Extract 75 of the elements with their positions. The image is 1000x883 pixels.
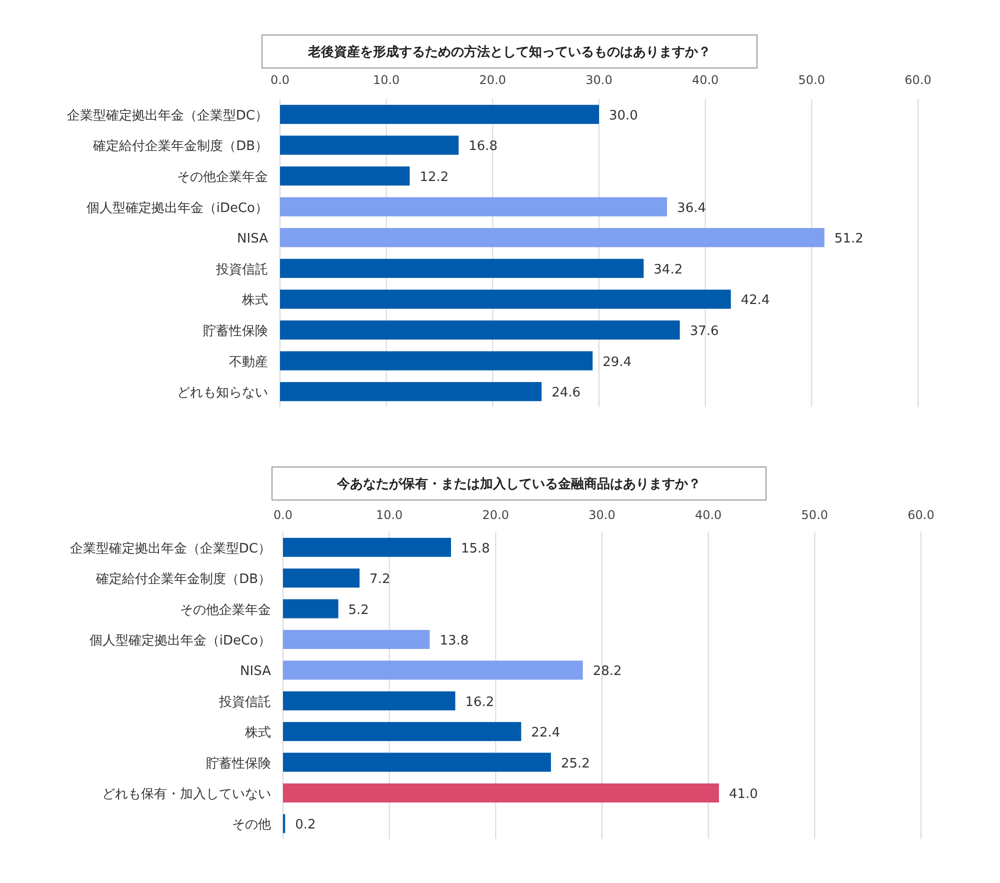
y-tick-label: 不動産	[229, 354, 268, 370]
data-label: 29.4	[602, 354, 632, 370]
y-tick-label: NISA	[237, 232, 268, 247]
data-label: 28.2	[592, 664, 622, 680]
x-tick-label: 50.0	[801, 508, 828, 522]
data-label: 22.4	[531, 726, 560, 741]
y-tick-label: NISA	[240, 664, 272, 680]
y-tick-label: その他企業年金	[180, 602, 271, 618]
y-tick-label: どれも知らない	[177, 386, 268, 401]
data-label: 25.2	[560, 756, 590, 772]
y-tick-label: どれも保有・加入していない	[102, 786, 271, 802]
bar	[283, 630, 430, 649]
data-label: 24.6	[552, 386, 581, 401]
data-label: 51.2	[834, 232, 864, 247]
x-tick-label: 40.0	[692, 73, 719, 87]
data-label: 37.6	[690, 324, 719, 339]
y-tick-label: 企業型確定拠出年金（企業型DC）	[70, 541, 271, 556]
data-label: 30.0	[609, 108, 638, 124]
y-tick-label: 個人型確定拠出年金（iDeCo）	[86, 200, 268, 216]
y-tick-label: 株式	[241, 293, 268, 308]
data-label: 0.2	[295, 818, 316, 833]
bar	[280, 166, 410, 186]
data-label: 42.4	[740, 293, 770, 308]
bar	[280, 351, 593, 370]
data-label: 36.4	[677, 200, 706, 216]
bar	[280, 197, 668, 216]
bar	[283, 568, 360, 588]
chart-title: 今あなたが保有・または加入している金融商品はありますか？	[336, 476, 701, 492]
bar	[283, 599, 338, 618]
x-tick-label: 0.0	[273, 508, 293, 522]
x-tick-label: 20.0	[479, 73, 506, 87]
bar	[283, 691, 456, 710]
bar	[283, 660, 583, 680]
y-tick-label: 企業型確定拠出年金（企業型DC）	[66, 108, 268, 124]
bar	[283, 538, 452, 557]
y-tick-label: 個人型確定拠出年金（iDeCo）	[89, 633, 271, 648]
bar	[283, 783, 719, 802]
bar	[280, 228, 824, 248]
x-tick-label: 40.0	[694, 508, 722, 522]
x-tick-label: 60.0	[904, 73, 932, 87]
y-tick-label: 確定給付企業年金制度（DB）	[95, 571, 271, 588]
data-label: 15.8	[461, 541, 490, 556]
y-tick-label: 貯蓄性保険	[206, 756, 271, 772]
data-label: 34.2	[654, 262, 683, 278]
x-tick-label: 50.0	[798, 73, 826, 87]
data-label: 12.2	[420, 170, 449, 185]
x-tick-label: 0.0	[270, 73, 290, 87]
x-tick-label: 10.0	[372, 73, 400, 87]
data-label: 5.2	[348, 602, 369, 618]
x-tick-label: 30.0	[586, 73, 612, 87]
y-tick-label: 貯蓄性保険	[203, 324, 268, 339]
y-tick-label: 投資信託	[215, 262, 268, 278]
y-tick-label: その他企業年金	[177, 170, 268, 185]
bar	[280, 382, 542, 402]
bar	[283, 722, 522, 742]
bar	[280, 258, 644, 278]
data-label: 41.0	[728, 786, 758, 802]
bar	[280, 136, 459, 155]
bar	[280, 320, 680, 340]
x-tick-label: 30.0	[588, 508, 616, 522]
bar	[283, 752, 551, 772]
y-tick-label: 投資信託	[218, 694, 271, 710]
data-label: 16.8	[468, 139, 498, 154]
y-tick-label: 株式	[244, 726, 271, 741]
bar	[280, 104, 599, 124]
y-tick-label: その他	[232, 818, 271, 833]
data-label: 16.2	[465, 694, 494, 710]
bar	[280, 290, 731, 309]
x-tick-label: 60.0	[908, 508, 934, 522]
x-tick-label: 20.0	[482, 508, 510, 522]
data-label: 13.8	[440, 633, 469, 648]
x-tick-label: 10.0	[376, 508, 403, 522]
y-tick-label: 確定給付企業年金制度（DB）	[92, 138, 268, 154]
chart-title: 老後資産を形成するための方法として知っているものはありますか？	[307, 44, 711, 60]
data-label: 7.2	[370, 572, 390, 588]
